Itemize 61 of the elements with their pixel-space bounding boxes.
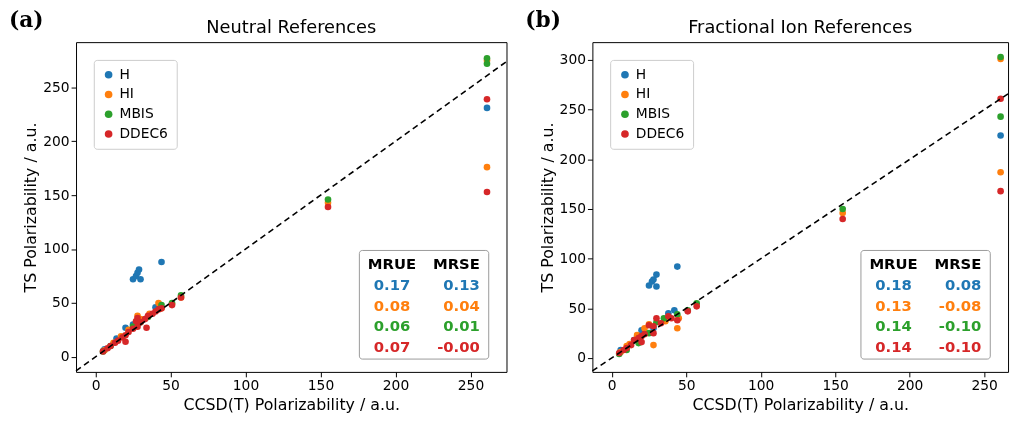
y-tick-label: 100: [559, 250, 586, 267]
chart-title: Neutral References: [206, 17, 377, 38]
annotation: 0.14: [875, 317, 912, 335]
y-tick-label: 200: [559, 150, 586, 167]
y-tick-label: 150: [559, 200, 586, 217]
legend-label: DDEC6: [119, 124, 168, 141]
annotation: 0.13: [443, 275, 480, 293]
annotation: -0.08: [938, 296, 982, 314]
annotation: 0.14: [875, 338, 912, 356]
text: (b): [525, 7, 561, 33]
y-axis-title: TS Polarizability / a.u.: [21, 122, 41, 294]
x-tick-label: 250: [457, 377, 485, 394]
annotation: -0.00: [437, 338, 480, 356]
annotation: 0.08: [944, 275, 982, 293]
x-tick-label: 200: [897, 377, 924, 394]
x-tick-label: 50: [677, 377, 696, 394]
x-tick-label: 200: [382, 377, 410, 394]
annotation: 0.04: [443, 296, 480, 314]
legend-label: DDEC6: [635, 124, 685, 141]
y-tick-label: 300: [559, 51, 586, 68]
annotation: 0.18: [875, 275, 912, 293]
legend-label: H: [635, 65, 647, 82]
legend-label: HI: [119, 85, 134, 102]
annotation: MRUE: [869, 255, 918, 273]
legend-label: MBIS: [119, 105, 154, 122]
x-tick-label: 250: [971, 377, 998, 394]
x-axis-title: CCSD(T) Polarizability / a.u.: [183, 394, 400, 414]
x-tick-label: 150: [307, 377, 335, 394]
text: (a): [8, 7, 44, 33]
y-tick-label: 0: [577, 349, 586, 366]
x-tick-label: 150: [822, 377, 849, 394]
annotation: MRSE: [934, 255, 982, 273]
x-tick-label: 0: [91, 377, 101, 394]
annotation: 0.06: [373, 317, 411, 335]
chart-title: Fractional Ion References: [688, 17, 913, 38]
y-tick-label: 250: [559, 101, 586, 118]
annotation: -0.10: [938, 317, 982, 335]
y-tick-label: 200: [43, 132, 70, 149]
y-tick-label: 250: [43, 78, 70, 95]
annotation: 0.17: [373, 275, 411, 293]
y-tick-label: 0: [60, 348, 70, 365]
y-tick-label: 150: [43, 186, 70, 203]
y-tick-label: 100: [43, 240, 70, 257]
legend-label: HI: [635, 85, 651, 102]
annotation: 0.01: [443, 317, 480, 335]
legend-label: H: [119, 65, 130, 82]
legend-label: MBIS: [635, 105, 671, 122]
y-tick-label: 50: [52, 294, 70, 311]
y-axis-title: TS Polarizability / a.u.: [537, 122, 557, 294]
x-tick-label: 100: [748, 377, 775, 394]
annotation: MRSE: [432, 255, 480, 273]
annotation: 0.07: [373, 338, 411, 356]
y-tick-label: 50: [568, 299, 586, 316]
x-tick-label: 0: [607, 377, 617, 394]
x-axis-title: CCSD(T) Polarizability / a.u.: [692, 394, 909, 414]
x-tick-label: 100: [232, 377, 260, 394]
annotation: -0.10: [938, 338, 982, 356]
annotation: 0.13: [875, 296, 912, 314]
annotation: 0.08: [373, 296, 411, 314]
annotation: MRUE: [367, 255, 417, 273]
x-tick-label: 50: [162, 377, 180, 394]
